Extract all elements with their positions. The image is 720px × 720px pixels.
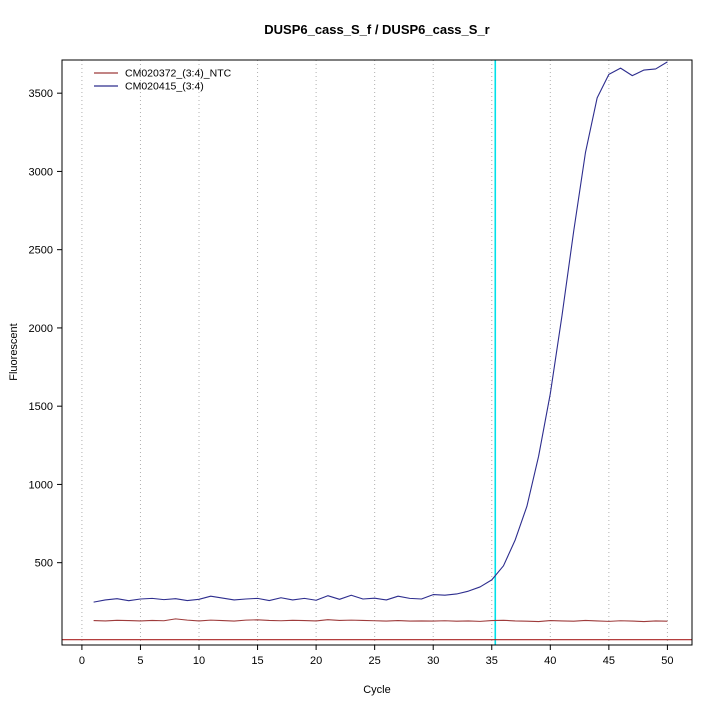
x-tick-label: 0 [79,655,85,667]
y-tick-label: 500 [35,558,53,570]
y-tick-label: 2500 [29,245,53,257]
x-axis-label: Cycle [363,684,391,696]
y-tick-label: 3500 [29,88,53,100]
x-tick-label: 45 [603,655,615,667]
legend-label-0: CM020372_(3:4)_NTC [125,68,232,80]
x-tick-label: 20 [310,655,322,667]
x-tick-label: 50 [661,655,673,667]
x-tick-label: 5 [137,655,143,667]
x-tick-label: 25 [369,655,381,667]
plot-border [61,59,693,646]
x-tick-label: 30 [427,655,439,667]
x-tick-label: 10 [193,655,205,667]
y-tick-label: 2000 [29,323,53,335]
x-tick-label: 15 [251,655,263,667]
legend-label-1: CM020415_(3:4) [125,81,204,93]
x-tick-label: 40 [544,655,556,667]
y-tick-label: 1000 [29,479,53,491]
chart-title: DUSP6_cass_S_f / DUSP6_cass_S_r [264,22,490,37]
x-tick-label: 35 [486,655,498,667]
series-line-1 [93,61,668,603]
y-tick-label: 3000 [29,166,53,178]
y-tick-label: 1500 [29,401,53,413]
series-line-0 [93,618,668,623]
